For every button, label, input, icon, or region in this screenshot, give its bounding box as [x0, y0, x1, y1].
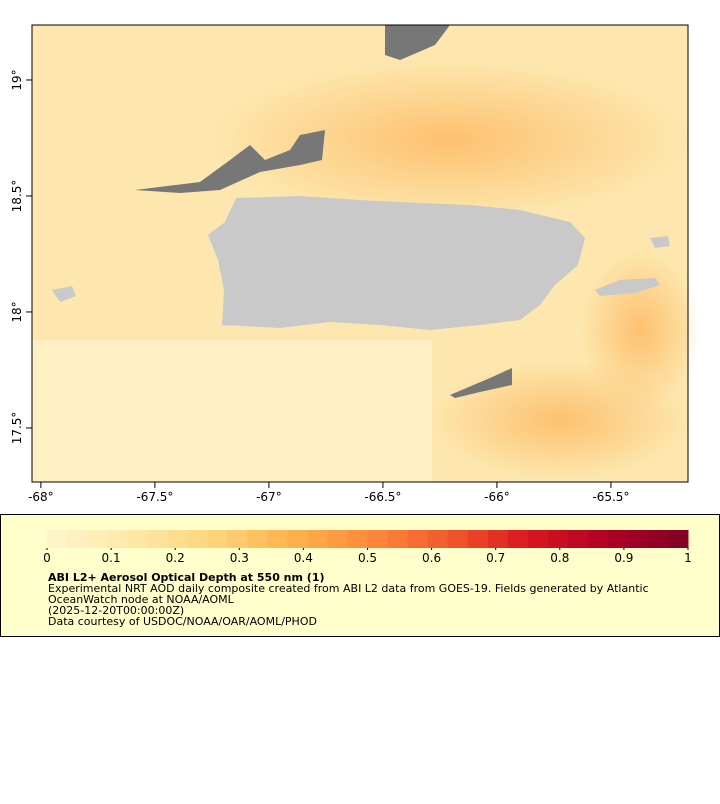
colorbar-step [187, 530, 208, 548]
colorbar-tick-label: 0.7 [486, 551, 505, 565]
x-tick-label: -67.5° [136, 490, 173, 504]
colorbar-tick-label: 0.3 [230, 551, 249, 565]
colorbar-step [647, 530, 669, 548]
colorbar-tick-label: 0.8 [550, 551, 569, 565]
colorbar-step [287, 530, 308, 548]
colorbar-step [407, 530, 429, 548]
colorbar-tick-label: 0.9 [614, 551, 633, 565]
colorbar-step [567, 530, 589, 548]
colorbar-step [467, 530, 489, 548]
colorbar-step [247, 530, 268, 548]
colorbar-tick-label: 0.1 [102, 551, 121, 565]
colorbar-step [447, 530, 469, 548]
colorbar-step [67, 530, 88, 548]
colorbar-step [487, 530, 509, 548]
colorbar-step [267, 530, 288, 548]
haze [580, 250, 700, 410]
y-tick-label: 18.5° [10, 180, 24, 213]
mona [52, 286, 76, 302]
caption-title: ABI L2+ Aerosol Optical Depth at 550 nm … [48, 571, 325, 584]
vieques [595, 278, 660, 296]
colorbar-tick-label: 0 [43, 551, 51, 565]
colorbar-step [327, 530, 348, 548]
colorbar-step [107, 530, 128, 548]
colorbar-tick-label: 0.5 [358, 551, 377, 565]
x-tick-label: -66° [484, 490, 510, 504]
colorbar-step [367, 530, 389, 548]
map-field [31, 24, 700, 483]
caption-line: (2025-12-20T00:00:00Z) [48, 604, 184, 617]
colorbar-step [607, 530, 629, 548]
colorbar-step [147, 530, 168, 548]
no-data [135, 130, 325, 193]
colorbar-step [227, 530, 248, 548]
colorbar-tick-label: 0.6 [422, 551, 441, 565]
no-data [385, 25, 450, 60]
caption-line: Data courtesy of USDOC/NOAA/OAR/AOML/PHO… [48, 615, 317, 628]
colorbar-step [627, 530, 649, 548]
x-tick-label: -68° [28, 490, 54, 504]
clean-area [32, 340, 432, 482]
colorbar-step [47, 530, 68, 548]
colorbar-tick-label: 0.4 [294, 551, 313, 565]
colorbar-step [167, 530, 188, 548]
colorbar-step [507, 530, 529, 548]
x-tick-label: -66.5° [364, 490, 401, 504]
colorbar-step [87, 530, 108, 548]
colorbar-step [587, 530, 609, 548]
colorbar-tick-label: 0.2 [166, 551, 185, 565]
colorbar-step [347, 530, 368, 548]
colorbar-tick-label: 1 [684, 551, 692, 565]
caption-line: Experimental NRT AOD daily composite cre… [48, 582, 649, 595]
map-frame [31, 24, 689, 483]
caption-line: OceanWatch node at NOAA/AOML [48, 593, 235, 606]
colorbar-step [547, 530, 569, 548]
colorbar-step [207, 530, 228, 548]
y-tick-label: 17.5° [10, 412, 24, 445]
colorbar-step [667, 530, 689, 548]
colorbar-step [387, 530, 409, 548]
colorbar-step [527, 530, 549, 548]
x-tick-label: -65.5° [592, 490, 629, 504]
x-tick-label: -67° [256, 490, 282, 504]
haze [210, 60, 690, 220]
culebra [650, 236, 670, 248]
y-tick-label: 18° [10, 301, 24, 322]
no-data [450, 368, 512, 398]
colorbar-step [427, 530, 449, 548]
colorbar-step [127, 530, 148, 548]
y-tick-label: 19° [10, 69, 24, 90]
puerto-rico [208, 196, 585, 330]
colorbar-step [307, 530, 328, 548]
